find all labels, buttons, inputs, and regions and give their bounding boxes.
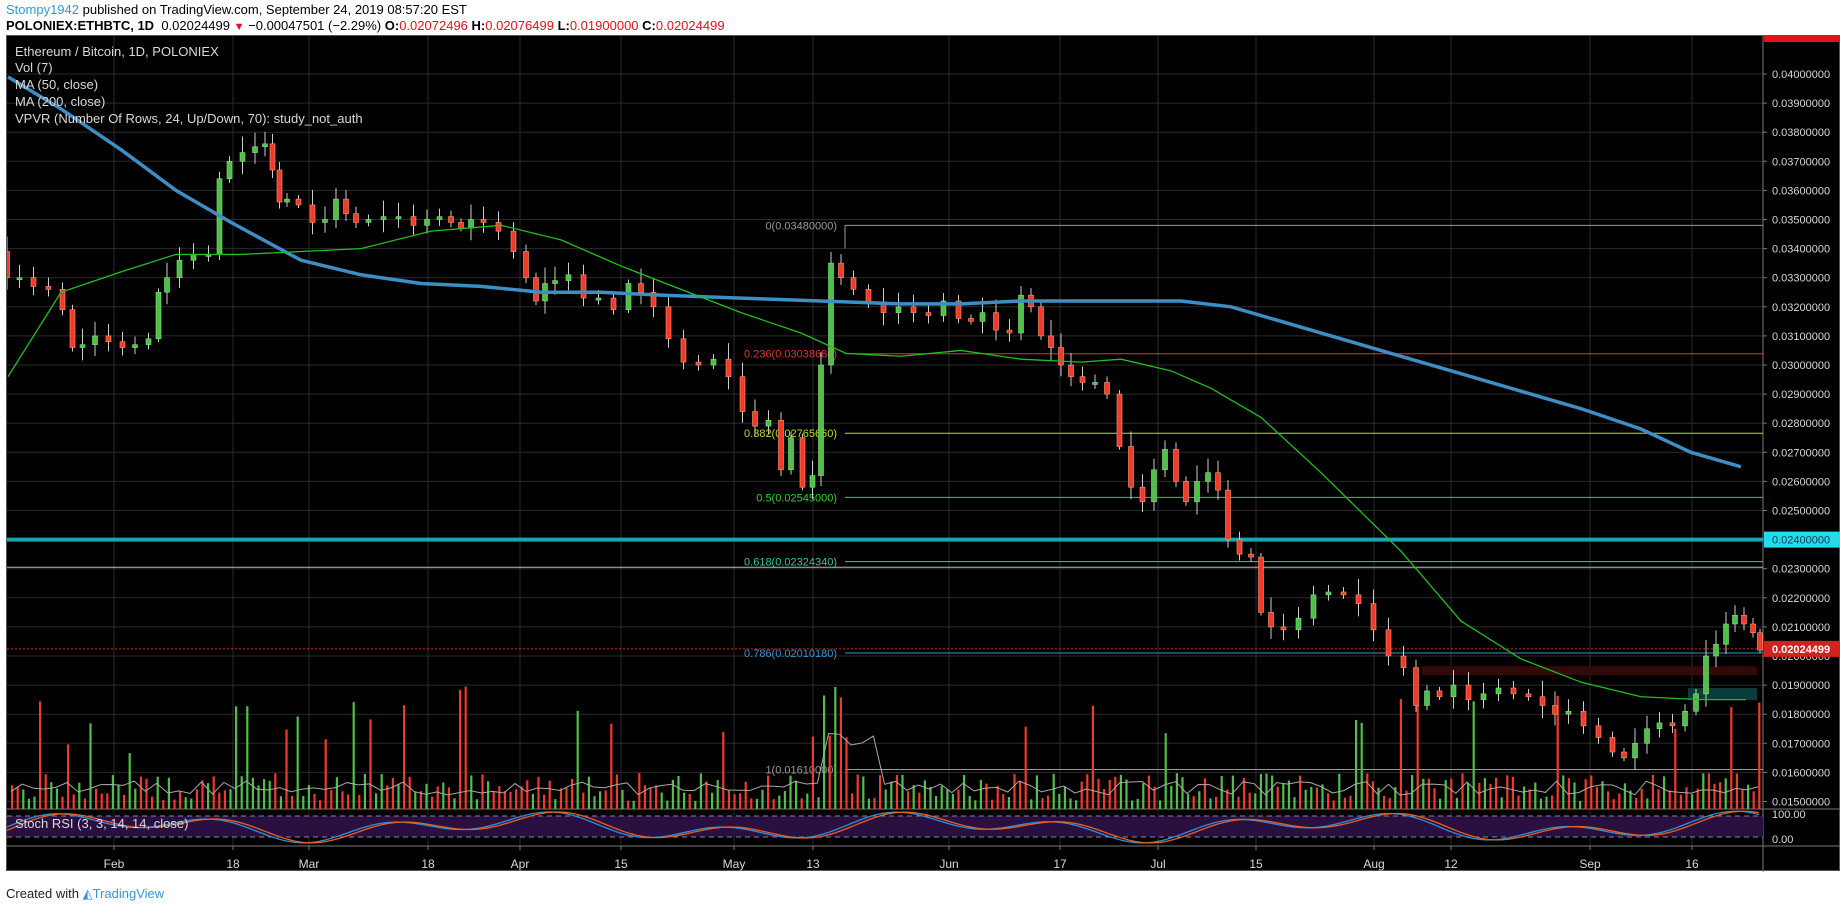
svg-text:0.02024499: 0.02024499 (1772, 644, 1830, 656)
svg-text:18: 18 (421, 857, 435, 871)
svg-text:May: May (723, 857, 746, 871)
svg-text:0.02100000: 0.02100000 (1772, 622, 1830, 634)
svg-text:0.5(0.02545000): 0.5(0.02545000) (756, 492, 837, 504)
svg-text:0.02200000: 0.02200000 (1772, 593, 1830, 605)
close-label: C: (642, 18, 656, 33)
svg-text:Sep: Sep (1579, 857, 1601, 871)
svg-text:0.02400000: 0.02400000 (1772, 535, 1830, 547)
svg-text:0.03300000: 0.03300000 (1772, 273, 1830, 285)
svg-text:0(0.03480000): 0(0.03480000) (765, 220, 837, 232)
svg-text:Aug: Aug (1363, 857, 1384, 871)
high-value: 0.02076499 (485, 18, 554, 33)
svg-text:12: 12 (1444, 857, 1458, 871)
svg-text:16: 16 (1685, 857, 1699, 871)
svg-text:15: 15 (1249, 857, 1263, 871)
svg-text:0.02500000: 0.02500000 (1772, 506, 1830, 518)
low-label: L: (557, 18, 570, 33)
price-change: −0.00047501 (−2.29%) (248, 18, 382, 33)
svg-text:0.01800000: 0.01800000 (1772, 709, 1830, 721)
low-value: 0.01900000 (569, 18, 639, 33)
svg-text:100.00: 100.00 (1772, 809, 1806, 821)
svg-text:0.01900000: 0.01900000 (1772, 680, 1830, 692)
legend-ma200[interactable]: MA (200, close) (15, 94, 106, 109)
author-link[interactable]: Stompy1942 (6, 2, 79, 17)
svg-text:18: 18 (226, 857, 240, 871)
svg-text:0.03400000: 0.03400000 (1772, 244, 1830, 256)
svg-text:0.236(0.03038680): 0.236(0.03038680) (744, 349, 837, 361)
svg-text:0.02600000: 0.02600000 (1772, 476, 1830, 488)
last-price: 0.02024499 (161, 18, 230, 33)
svg-text:1(0.01610000): 1(0.01610000) (765, 764, 837, 776)
high-label: H: (471, 18, 486, 33)
legend-vol[interactable]: Vol (7) (15, 60, 53, 75)
svg-text:Jun: Jun (939, 857, 958, 871)
svg-text:0.01500000: 0.01500000 (1772, 797, 1830, 809)
svg-text:15: 15 (614, 857, 628, 871)
svg-text:Apr: Apr (511, 857, 530, 871)
legend-ma50[interactable]: MA (50, close) (15, 77, 99, 92)
svg-text:0.03800000: 0.03800000 (1772, 127, 1830, 139)
svg-text:0.03900000: 0.03900000 (1772, 98, 1830, 110)
svg-text:Feb: Feb (104, 857, 125, 871)
svg-text:0.03000000: 0.03000000 (1772, 360, 1830, 372)
price-chart[interactable]: 0.04000000 0.03900000 0.03800000 0.03700000… (7, 36, 1840, 872)
svg-text:0.618(0.02324340): 0.618(0.02324340) (744, 557, 837, 569)
symbol-label: POLONIEX:ETHBTC, 1D (6, 18, 155, 33)
legend-stoch-rsi[interactable]: Stoch RSI (3, 3, 14, 14, close) (15, 816, 189, 831)
svg-text:0.00: 0.00 (1772, 834, 1793, 846)
svg-text:0.03700000: 0.03700000 (1772, 156, 1830, 168)
publish-text: published on TradingView.com, September … (79, 2, 467, 17)
svg-text:0.04000000: 0.04000000 (1772, 69, 1830, 81)
legend-title: Ethereum / Bitcoin, 1D, POLONIEX (15, 44, 219, 59)
publish-info: Stompy1942 published on TradingView.com,… (6, 2, 467, 17)
tradingview-logo-icon: ◭ (82, 886, 93, 901)
svg-text:0.03100000: 0.03100000 (1772, 331, 1830, 343)
svg-text:Mar: Mar (299, 857, 320, 871)
svg-text:0.03600000: 0.03600000 (1772, 185, 1830, 197)
tradingview-link[interactable]: TradingView (92, 886, 165, 901)
svg-text:0.03200000: 0.03200000 (1772, 302, 1830, 314)
svg-text:17: 17 (1053, 857, 1067, 871)
svg-text:0.03500000: 0.03500000 (1772, 215, 1830, 227)
created-with-text: Created with (6, 886, 79, 901)
symbol-ohlc-bar: POLONIEX:ETHBTC, 1D 0.02024499 ▼ −0.0004… (6, 18, 725, 33)
svg-text:Jul: Jul (1150, 857, 1165, 871)
svg-text:0.02700000: 0.02700000 (1772, 447, 1830, 459)
down-triangle-icon: ▼ (233, 21, 245, 33)
svg-text:0.01600000: 0.01600000 (1772, 767, 1830, 779)
open-value: 0.02072496 (399, 18, 468, 33)
chart-container[interactable]: 0.04000000 0.03900000 0.03800000 0.03700000… (6, 35, 1840, 872)
svg-text:0.02900000: 0.02900000 (1772, 389, 1830, 401)
svg-text:0.02800000: 0.02800000 (1772, 418, 1830, 430)
footer: Created with ◭TradingView (6, 886, 164, 902)
svg-text:0.786(0.02010180): 0.786(0.02010180) (744, 648, 837, 660)
svg-text:13: 13 (806, 857, 820, 871)
legend-vpvr[interactable]: VPVR (Number Of Rows, 24, Up/Down, 70): … (15, 111, 363, 126)
svg-text:0.02300000: 0.02300000 (1772, 564, 1830, 576)
svg-text:0.01700000: 0.01700000 (1772, 738, 1830, 750)
close-value: 0.02024499 (655, 18, 725, 33)
open-label: O: (384, 18, 400, 33)
